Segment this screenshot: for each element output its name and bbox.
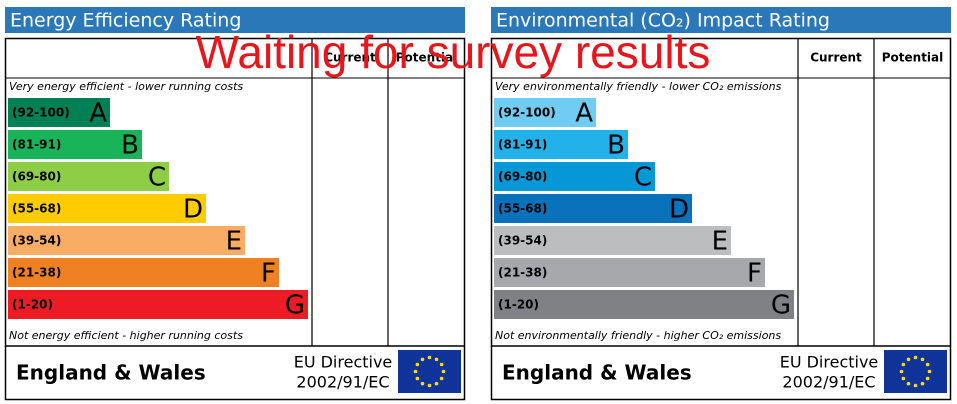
- top-note: Very environmentally friendly - lower CO…: [495, 80, 782, 93]
- band-letter: D: [183, 195, 203, 225]
- directive-line: EU Directive: [294, 353, 393, 372]
- title-bar: [5, 7, 465, 33]
- eu-star: [441, 369, 446, 374]
- band-range: (69-80): [498, 170, 547, 184]
- eu-star: [439, 376, 444, 381]
- band-range: (81-91): [498, 138, 547, 152]
- column-header: Potential: [396, 51, 458, 65]
- eu-star: [439, 362, 444, 367]
- band-letter: C: [148, 163, 166, 193]
- overlay-message: Waiting for survey results: [196, 26, 711, 78]
- band-letter: F: [261, 259, 276, 289]
- band-range: (21-38): [498, 266, 547, 280]
- rating-band: [8, 98, 110, 127]
- top-note: Very energy efficient - lower running co…: [9, 80, 243, 93]
- band-range: (81-91): [12, 138, 61, 152]
- panel-title: Energy Efficiency Rating: [10, 10, 241, 32]
- rating-band: [8, 258, 279, 287]
- eu-star: [413, 369, 418, 374]
- band-range: (21-38): [12, 266, 61, 280]
- band-range: (92-100): [12, 106, 70, 120]
- band-range: (1-20): [498, 298, 539, 312]
- band-range: (55-68): [498, 202, 547, 216]
- band-range: (39-54): [12, 234, 61, 248]
- band-range: (92-100): [498, 106, 556, 120]
- bottom-note: Not environmentally friendly - higher CO…: [495, 329, 781, 342]
- rating-band: [494, 98, 596, 127]
- bottom-note: Not energy efficient - higher running co…: [9, 329, 243, 342]
- rating-band: [494, 290, 794, 319]
- column-header: Current: [810, 51, 862, 65]
- eu-star: [415, 376, 420, 381]
- eu-star: [913, 383, 918, 388]
- panel-title: Environmental (CO₂) Impact Rating: [496, 10, 830, 32]
- eu-star: [913, 355, 918, 360]
- eu-star: [925, 362, 930, 367]
- band-letter: F: [747, 259, 762, 289]
- directive-line: EU Directive: [780, 353, 879, 372]
- rating-band: [494, 226, 731, 255]
- title-bar: [491, 7, 951, 33]
- rating-band: [8, 162, 169, 191]
- rating-panel: Energy Efficiency Rating Current Potential…: [4, 7, 466, 401]
- band-letter: E: [712, 227, 728, 257]
- band-letter: B: [121, 131, 139, 161]
- region: England & Wales: [502, 361, 692, 385]
- band-letter: B: [607, 131, 625, 161]
- eu-star: [920, 381, 925, 386]
- rating-band: [8, 290, 308, 319]
- eu-star: [927, 369, 932, 374]
- band-letter: G: [771, 291, 791, 321]
- eu-star: [415, 362, 420, 367]
- eu-star: [434, 381, 439, 386]
- eu-star: [434, 357, 439, 362]
- eu-star: [906, 357, 911, 362]
- rating-band: [8, 226, 245, 255]
- band-range: (55-68): [12, 202, 61, 216]
- eu-star: [925, 376, 930, 381]
- eu-star: [920, 357, 925, 362]
- band-letter: A: [575, 99, 593, 129]
- band-range: (39-54): [498, 234, 547, 248]
- rating-band: [8, 194, 206, 223]
- band-letter: A: [89, 99, 107, 129]
- rating-band: [494, 194, 692, 223]
- band-letter: C: [634, 163, 652, 193]
- rating-band: [8, 130, 142, 159]
- band-range: (69-80): [12, 170, 61, 184]
- directive-line: 2002/91/EC: [296, 373, 389, 392]
- rating-band: [494, 162, 655, 191]
- column-header: Potential: [882, 51, 944, 65]
- column-header: Current: [324, 51, 376, 65]
- eu-star: [420, 357, 425, 362]
- eu-star: [899, 369, 904, 374]
- rating-band: [494, 258, 765, 287]
- region: England & Wales: [16, 361, 206, 385]
- eu-star: [427, 383, 432, 388]
- band-letter: D: [669, 195, 689, 225]
- band-letter: G: [285, 291, 305, 321]
- rating-band: [494, 130, 628, 159]
- directive-line: 2002/91/EC: [782, 373, 875, 392]
- band-range: (1-20): [12, 298, 53, 312]
- panel-border: [4, 37, 466, 401]
- eu-star: [420, 381, 425, 386]
- eu-star: [901, 376, 906, 381]
- eu-star: [906, 381, 911, 386]
- eu-star: [901, 362, 906, 367]
- eu-star: [427, 355, 432, 360]
- band-letter: E: [226, 227, 242, 257]
- rating-panel: Environmental (CO₂) Impact Rating Current…: [490, 7, 952, 401]
- panel-border: [490, 37, 952, 401]
